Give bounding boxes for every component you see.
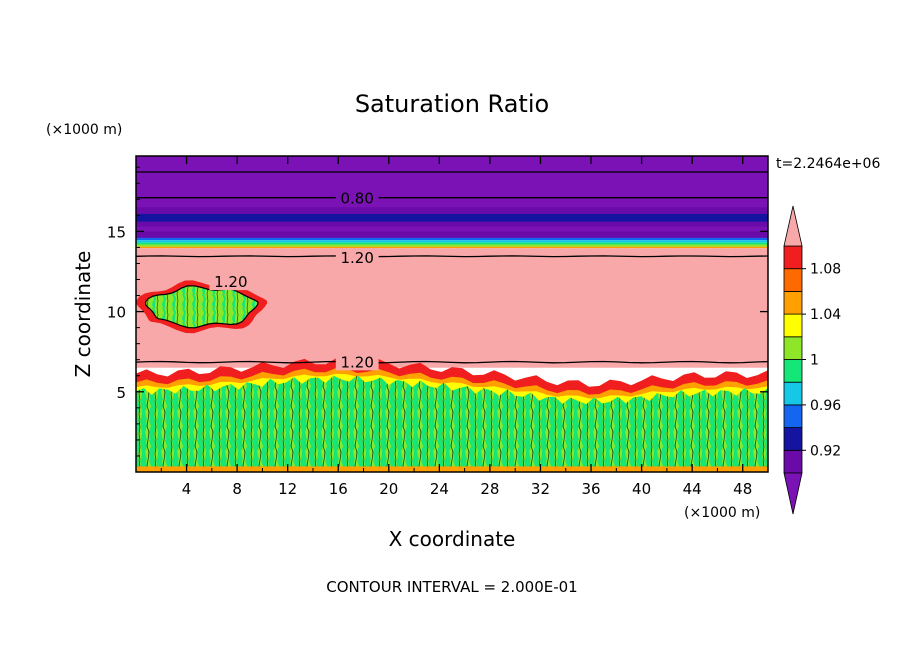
y-axis: 5 10 15	[107, 166, 768, 457]
time-label: t=2.2464e+06	[776, 156, 880, 172]
colorbar-swatch	[783, 449, 803, 474]
colorbar-tick-label: 1.04	[810, 307, 841, 323]
contour-label: 1.20	[340, 249, 373, 267]
contour-interval-note: CONTOUR INTERVAL = 2.000E-01	[326, 578, 577, 596]
contour-label-bg	[209, 272, 253, 291]
colorbar-tick-label: 0.96	[810, 398, 841, 414]
y-axis-label: Z coordinate	[71, 251, 95, 378]
band-lime	[136, 244, 768, 247]
colorbar-swatch	[783, 268, 803, 292]
contour-label-bg	[335, 352, 379, 371]
contour-lines	[136, 171, 768, 364]
contour-field	[136, 156, 768, 472]
colorbar-swatch	[783, 404, 803, 428]
colorbar-swatch	[783, 336, 803, 360]
chart-title: Saturation Ratio	[355, 90, 549, 118]
band-orange	[136, 246, 768, 249]
contour-line-120-low	[136, 360, 768, 364]
plot-frame	[135, 155, 769, 473]
colorbar-swatch	[783, 427, 803, 451]
x-tick-label: 20	[379, 480, 398, 498]
x-tick-label: 32	[531, 480, 550, 498]
contour-label-bg	[335, 248, 379, 267]
x-tick-label: 16	[329, 480, 348, 498]
x-tick-label: 44	[683, 480, 702, 498]
contour-label: 0.80	[340, 190, 373, 208]
x-tick-label: 40	[632, 480, 651, 498]
boundary-layer	[136, 375, 768, 472]
surface-orange-strip	[136, 466, 768, 472]
band-blue	[136, 237, 768, 241]
band-dark-blue	[136, 213, 768, 222]
x-axis-label: X coordinate	[389, 527, 516, 551]
x-tick-label: 24	[430, 480, 449, 498]
colorbar-tick-label: 1.08	[810, 262, 841, 278]
colorbar-swatch	[783, 245, 803, 270]
colorbar-top-arrow	[783, 205, 803, 247]
x-tick-label: 4	[182, 480, 192, 498]
band-green	[136, 242, 768, 245]
y-unit-label: (×1000 m)	[46, 122, 122, 138]
contour-label-bg	[335, 188, 379, 207]
y-tick-label: 5	[116, 384, 126, 402]
x-tick-label: 8	[232, 480, 242, 498]
contour-label: 1.20	[214, 273, 247, 291]
band-purple	[136, 207, 768, 214]
x-tick-label: 28	[480, 480, 499, 498]
y-tick-label: 15	[107, 223, 126, 241]
colorbar-swatch	[783, 313, 803, 338]
colorbar: 0.92 0.96 1 1.04 1.08	[783, 205, 841, 515]
x-tick-label: 48	[733, 480, 752, 498]
colorbar-tick-label: 0.92	[810, 443, 841, 459]
y-tick-label: 10	[107, 304, 126, 322]
colorbar-swatch	[783, 290, 803, 315]
x-tick-label: 12	[278, 480, 297, 498]
contour-line-120-top	[136, 255, 768, 258]
band-cyan	[136, 240, 768, 243]
band-purple-lower	[136, 221, 768, 227]
x-axis: 4 8 12 16 20 24 28 32 36 40 44 48	[160, 156, 752, 498]
colorbar-tick-label: 1	[810, 353, 819, 369]
colorbar-swatch	[783, 359, 803, 383]
colorbar-bottom-arrow	[783, 472, 803, 515]
band-purple-low	[136, 231, 768, 238]
colorbar-swatch	[783, 381, 803, 406]
contour-label: 1.20	[340, 353, 373, 371]
contour-labels: 0.80 1.20 1.20 1.20	[209, 188, 379, 371]
x-unit-label: (×1000 m)	[684, 505, 760, 521]
x-tick-label: 36	[581, 480, 600, 498]
